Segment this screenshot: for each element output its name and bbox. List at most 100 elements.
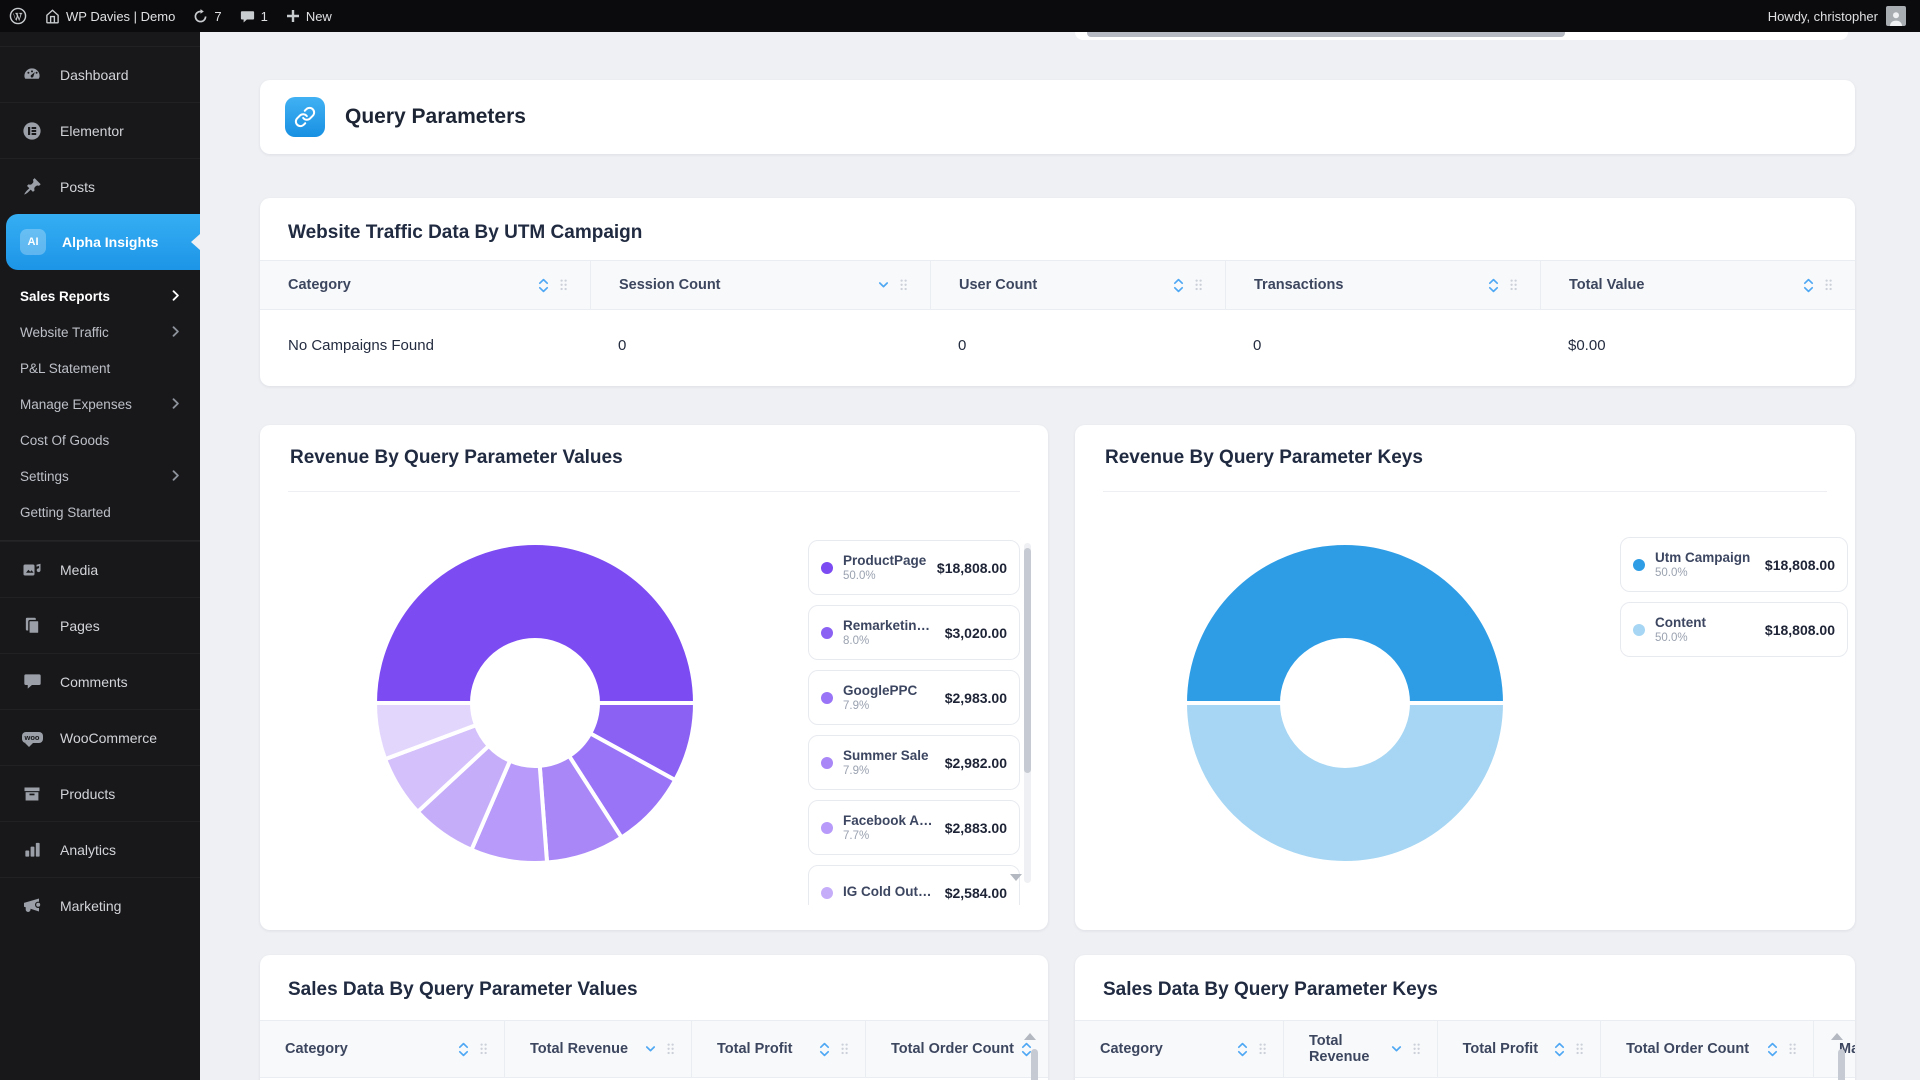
drag-handle-icon[interactable] bbox=[1509, 278, 1518, 292]
sort-icon[interactable] bbox=[1554, 1042, 1565, 1057]
sidebar-item-label: Analytics bbox=[60, 842, 116, 858]
column-label: Category bbox=[285, 1041, 348, 1057]
legend-item-googleppc[interactable]: GooglePPC7.9%$2,983.00 bbox=[808, 670, 1020, 725]
legend-label: ProductPage bbox=[843, 553, 926, 568]
drag-handle-icon[interactable] bbox=[559, 278, 568, 292]
account-menu-item[interactable]: Howdy, christopher bbox=[1768, 6, 1920, 26]
updates-menu-item[interactable]: 7 bbox=[184, 0, 230, 32]
scroll-down-arrow-icon[interactable] bbox=[1010, 874, 1022, 881]
sidebar-subitem-settings[interactable]: Settings bbox=[0, 458, 200, 494]
sort-icon[interactable] bbox=[1803, 278, 1814, 293]
drag-handle-icon[interactable] bbox=[479, 1042, 488, 1056]
legend-scrollbar-thumb[interactable] bbox=[1024, 548, 1031, 773]
sort-desc-icon[interactable] bbox=[645, 1045, 656, 1054]
legend-percent: 7.9% bbox=[843, 765, 929, 777]
scroll-up-arrow-icon[interactable] bbox=[1024, 1033, 1036, 1040]
sidebar-item-media[interactable]: Media bbox=[0, 541, 200, 597]
donut-slice-content[interactable] bbox=[1185, 703, 1505, 863]
donut-slice-utm-campaign[interactable] bbox=[1185, 543, 1505, 703]
sort-icon[interactable] bbox=[458, 1042, 469, 1057]
column-header-category: Category bbox=[1075, 1021, 1283, 1077]
table-scrollbar-thumb[interactable] bbox=[1031, 1049, 1038, 1080]
sort-icon[interactable] bbox=[1488, 278, 1499, 293]
sidebar-item-analytics[interactable]: Analytics bbox=[0, 821, 200, 877]
drag-handle-icon[interactable] bbox=[840, 1042, 849, 1056]
sidebar-subitem-label: Cost Of Goods bbox=[20, 433, 109, 448]
comments-menu-item[interactable]: 1 bbox=[231, 0, 277, 32]
drag-handle-icon[interactable] bbox=[1412, 1042, 1421, 1056]
legend-value: $18,808.00 bbox=[1765, 622, 1835, 638]
sidebar-subitem-p-l-statement[interactable]: P&L Statement bbox=[0, 350, 200, 386]
sidebar-item-posts[interactable]: Posts bbox=[0, 158, 200, 214]
sidebar-item-label: Alpha Insights bbox=[62, 234, 158, 250]
drag-handle-icon[interactable] bbox=[1788, 1042, 1797, 1056]
column-label: Total Revenue bbox=[1309, 1033, 1391, 1065]
column-label: User Count bbox=[959, 277, 1037, 293]
sidebar-subitem-label: Manage Expenses bbox=[20, 397, 132, 412]
alpha-insights-icon: AI bbox=[20, 229, 46, 255]
sidebar-item-woocommerce[interactable]: wooWooCommerce bbox=[0, 709, 200, 765]
drag-handle-icon[interactable] bbox=[1258, 1042, 1267, 1056]
legend-item-content[interactable]: Content50.0% $18,808.00 bbox=[1620, 602, 1848, 657]
marketing-icon bbox=[20, 896, 44, 916]
column-label: Total Order Count bbox=[891, 1041, 1014, 1057]
sort-icon[interactable] bbox=[1237, 1042, 1248, 1057]
column-label: Category bbox=[1100, 1041, 1163, 1057]
scroll-up-arrow-icon[interactable] bbox=[1831, 1033, 1843, 1040]
legend-item-facebook-ads[interactable]: Facebook Ads7.7%$2,883.00 bbox=[808, 800, 1020, 855]
table-scrollbar-thumb[interactable] bbox=[1838, 1049, 1845, 1080]
revenue-keys-chart-card: Revenue By Query Parameter Keys Utm Camp… bbox=[1075, 425, 1855, 930]
sort-icon[interactable] bbox=[819, 1042, 830, 1057]
sidebar-item-pages[interactable]: Pages bbox=[0, 597, 200, 653]
sidebar-subitem-cost-of-goods[interactable]: Cost Of Goods bbox=[0, 422, 200, 458]
sidebar-subitem-sales-reports[interactable]: Sales Reports bbox=[0, 278, 200, 314]
drag-handle-icon[interactable] bbox=[1194, 278, 1203, 292]
sidebar-lower-menu: MediaPagesCommentswooWooCommerceProducts… bbox=[0, 540, 200, 933]
sidebar-item-comments[interactable]: Comments bbox=[0, 653, 200, 709]
legend-item-utm-campaign[interactable]: Utm Campaign50.0%$18,808.00 bbox=[1620, 537, 1848, 592]
page-title: Query Parameters bbox=[345, 105, 526, 129]
table-cell: 0 bbox=[590, 337, 930, 354]
sort-icon[interactable] bbox=[1767, 1042, 1778, 1057]
sidebar-subitem-website-traffic[interactable]: Website Traffic bbox=[0, 314, 200, 350]
legend-item-summer-sale[interactable]: Summer Sale7.9%$2,982.00 bbox=[808, 735, 1020, 790]
site-menu-item[interactable]: WP Davies | Demo bbox=[36, 0, 184, 32]
column-label: Total Order Count bbox=[1626, 1041, 1749, 1057]
legend-percent: 50.0% bbox=[1655, 632, 1706, 644]
sidebar-item-products[interactable]: Products bbox=[0, 765, 200, 821]
wordpress-logo-icon[interactable] bbox=[0, 0, 36, 32]
column-header-category: Category bbox=[260, 261, 590, 309]
legend-item-productpage[interactable]: ProductPage50.0%$18,808.00 bbox=[808, 540, 1020, 595]
sidebar-item-marketing[interactable]: Marketing bbox=[0, 877, 200, 933]
horizontal-scrollbar[interactable] bbox=[1087, 32, 1565, 37]
link-icon bbox=[285, 97, 325, 137]
donut-slice-productpage[interactable] bbox=[375, 543, 695, 703]
sidebar-subitem-getting-started[interactable]: Getting Started bbox=[0, 494, 200, 530]
sidebar-item-alpha-insights[interactable]: AI Alpha Insights bbox=[6, 214, 200, 270]
sort-desc-icon[interactable] bbox=[1391, 1045, 1402, 1054]
legend-item-ig-cold-outrea[interactable]: IG Cold Outrea…$2,584.00 bbox=[808, 865, 1020, 905]
table-cell: No Campaigns Found bbox=[260, 337, 590, 354]
sort-icon[interactable] bbox=[1173, 278, 1184, 293]
table-row: No Campaigns Found000$0.00 bbox=[260, 310, 1855, 380]
chart-legend: ProductPage50.0%$18,808.00Remarketing C…… bbox=[808, 540, 1020, 905]
sidebar-item-elementor[interactable]: Elementor bbox=[0, 102, 200, 158]
sidebar-item-dashboard[interactable]: Dashboard bbox=[0, 46, 200, 102]
chevron-right-icon bbox=[172, 289, 180, 304]
table-title: Sales Data By Query Parameter Values bbox=[288, 979, 1048, 1001]
new-menu-item[interactable]: New bbox=[277, 0, 341, 32]
drag-handle-icon[interactable] bbox=[1575, 1042, 1584, 1056]
legend-percent: 50.0% bbox=[843, 570, 926, 582]
home-icon bbox=[45, 9, 60, 24]
sort-icon[interactable] bbox=[538, 278, 549, 293]
legend-item-remarketing-c[interactable]: Remarketing C…8.0%$3,020.00 bbox=[808, 605, 1020, 660]
drag-handle-icon[interactable] bbox=[666, 1042, 675, 1056]
legend-text: Summer Sale7.9% bbox=[843, 748, 929, 777]
legend-text: Content50.0% bbox=[1655, 615, 1706, 644]
column-header-total-profit: Total Profit bbox=[1437, 1021, 1601, 1077]
avatar bbox=[1886, 6, 1906, 26]
drag-handle-icon[interactable] bbox=[899, 278, 908, 292]
sort-desc-icon[interactable] bbox=[878, 281, 889, 290]
sidebar-subitem-manage-expenses[interactable]: Manage Expenses bbox=[0, 386, 200, 422]
drag-handle-icon[interactable] bbox=[1824, 278, 1833, 292]
